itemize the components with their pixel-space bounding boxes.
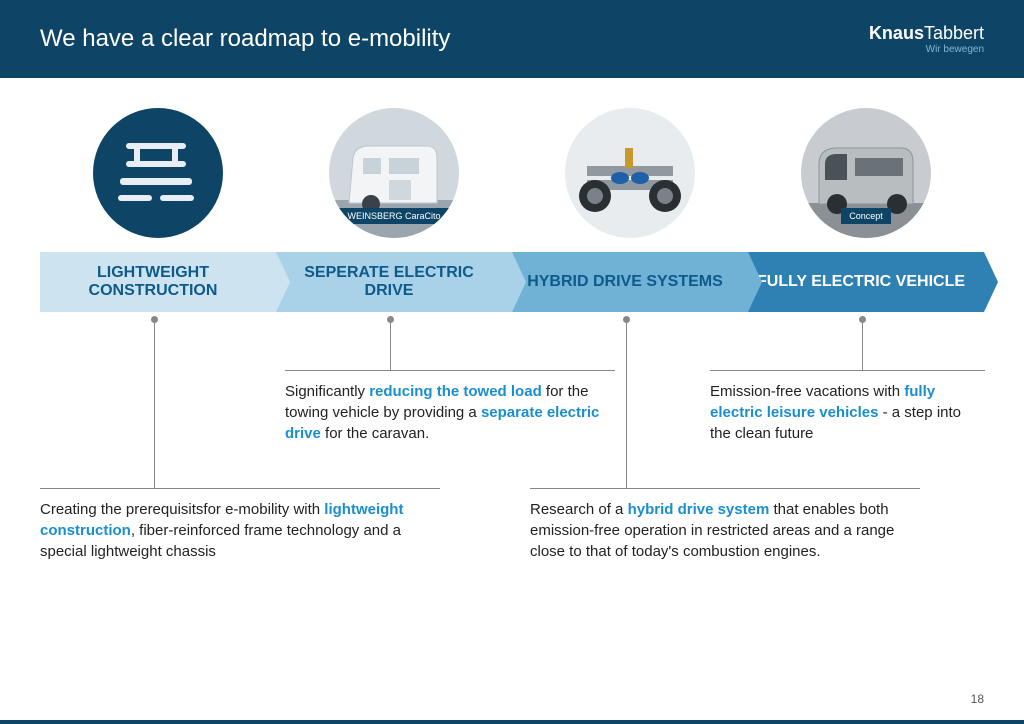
stage-2-badge: WEINSBERG CaraCito (339, 208, 448, 224)
desc-2-hl1: reducing the towed load (369, 383, 542, 400)
stage-1-label: LIGHTWEIGHT CONSTRUCTION (48, 264, 258, 301)
desc-1-pre: Creating the prerequisitsfor e-mobility … (40, 501, 324, 518)
stage-4-badge: Concept (841, 208, 891, 224)
circle-3-wrap (520, 108, 740, 238)
slide-title: We have a clear roadmap to e-mobility (40, 25, 450, 53)
stage-2-label: SEPERATE ELECTRIC DRIVE (284, 264, 494, 301)
descriptions-area: Creating the prerequisitsfor e-mobility … (40, 320, 984, 660)
stage-2-image: WEINSBERG CaraCito (329, 108, 459, 238)
connector-1 (154, 320, 155, 488)
stage-3-arrow: HYBRID DRIVE SYSTEMS (512, 252, 748, 312)
desc-4-pre: Emission-free vacations with (710, 383, 904, 400)
stage-2-arrow: SEPERATE ELECTRIC DRIVE (276, 252, 512, 312)
slide: We have a clear roadmap to e-mobility Kn… (0, 0, 1024, 724)
logo-main: KnausTabbert (869, 23, 984, 44)
circle-2-wrap: WEINSBERG CaraCito (284, 108, 504, 238)
logo: KnausTabbert Wir bewegen (869, 23, 984, 55)
desc-2: Significantly reducing the towed load fo… (285, 370, 615, 444)
circle-4-wrap: Concept (756, 108, 976, 238)
stage-3-label: HYBRID DRIVE SYSTEMS (527, 273, 723, 291)
page-number: 18 (971, 692, 984, 706)
logo-subtitle: Wir bewegen (869, 44, 984, 55)
desc-3-pre: Research of a (530, 501, 628, 518)
connector-4 (862, 320, 863, 370)
stage-circles-row: WEINSBERG CaraCito (40, 108, 984, 238)
desc-2-post: for the caravan. (321, 425, 429, 442)
circle-1-wrap (48, 108, 268, 238)
connector-2 (390, 320, 391, 370)
logo-part-b: Tabbert (924, 23, 984, 43)
stage-4-label: FULLY ELECTRIC VEHICLE (757, 273, 965, 291)
stage-1-image (93, 108, 223, 238)
stage-1-arrow: LIGHTWEIGHT CONSTRUCTION (40, 252, 276, 312)
desc-1: Creating the prerequisitsfor e-mobility … (40, 488, 440, 562)
content-area: WEINSBERG CaraCito (0, 78, 1024, 660)
desc-3-hl: hybrid drive system (628, 501, 770, 518)
stage-4-arrow: FULLY ELECTRIC VEHICLE (748, 252, 984, 312)
stage-3-image (565, 108, 695, 238)
arrow-row: LIGHTWEIGHT CONSTRUCTION SEPERATE ELECTR… (40, 252, 984, 312)
desc-4: Emission-free vacations with fully elect… (710, 370, 985, 444)
header-bar: We have a clear roadmap to e-mobility Kn… (0, 0, 1024, 78)
footer-bar (0, 720, 1024, 724)
desc-3: Research of a hybrid drive system that e… (530, 488, 920, 562)
logo-part-a: Knaus (869, 23, 924, 43)
chassis-icon (565, 108, 695, 238)
desc-2-pre: Significantly (285, 383, 369, 400)
connector-3 (626, 320, 627, 488)
stage-4-image: Concept (801, 108, 931, 238)
lightweight-frame-icon (108, 123, 208, 223)
